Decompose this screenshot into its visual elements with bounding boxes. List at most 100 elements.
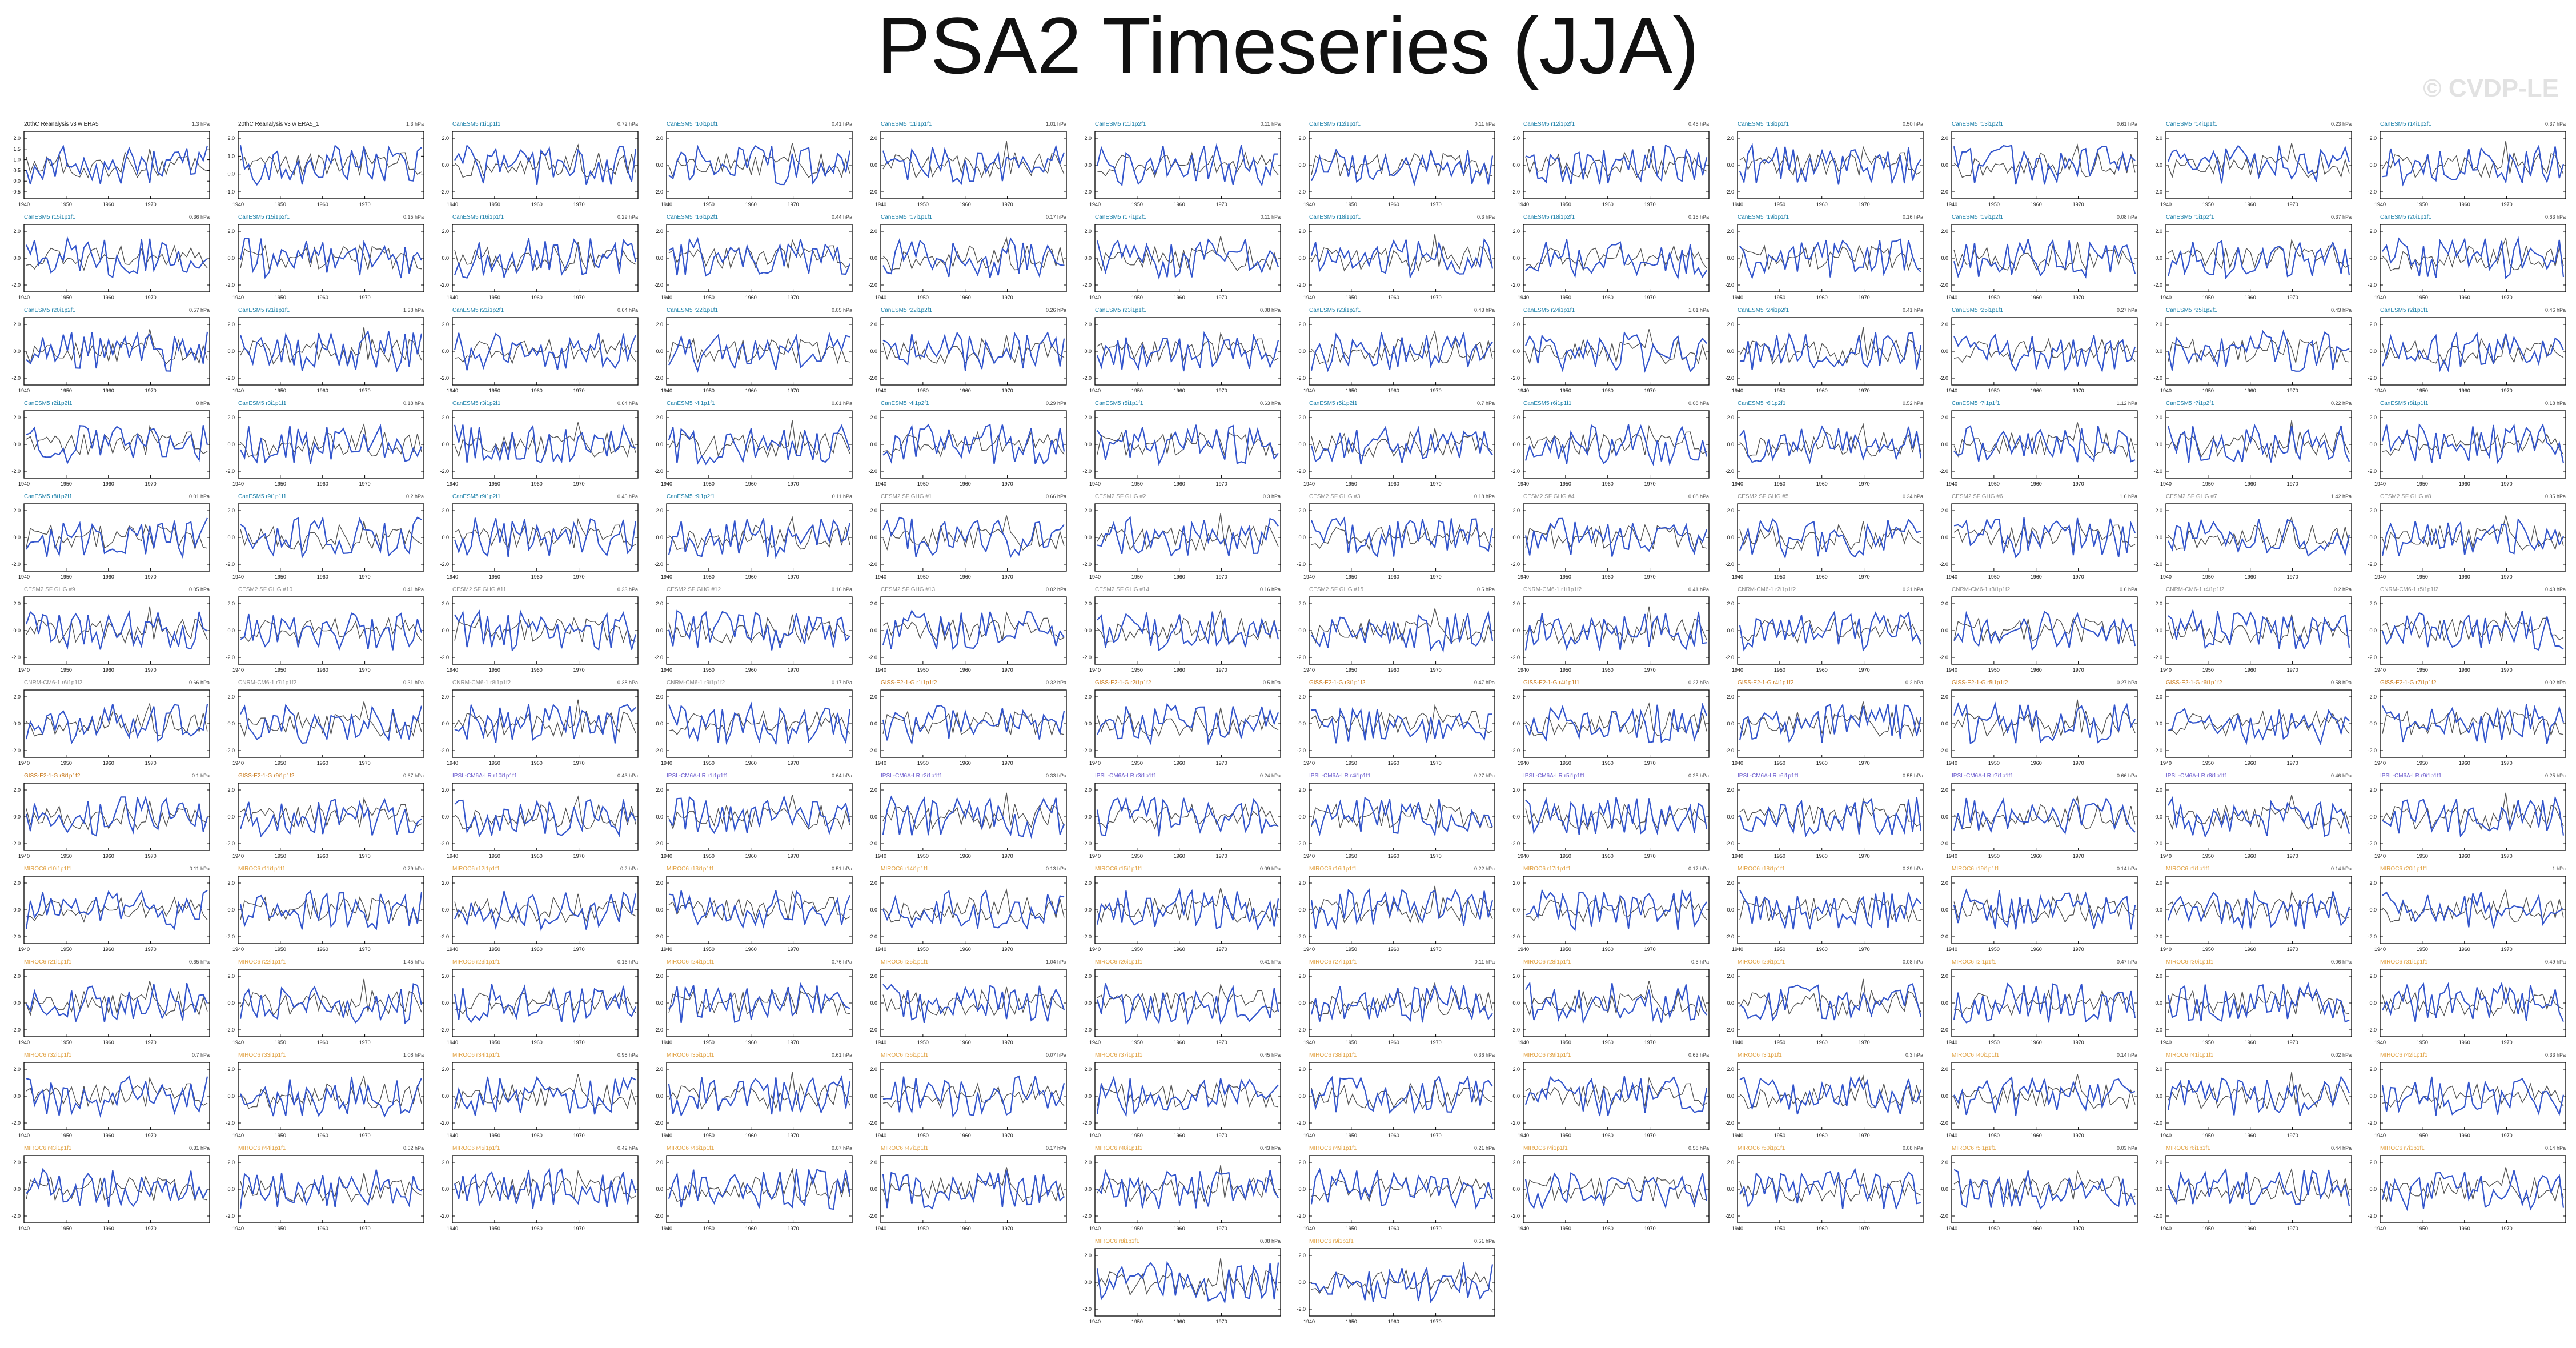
y-tick-label: 2.0 (442, 322, 449, 327)
y-tick-label: 0.0 (1298, 1186, 1306, 1192)
panel-frame (666, 689, 853, 758)
member-series-line (26, 982, 208, 1022)
x-tick-label: 1970 (2501, 481, 2513, 487)
panel-title: CanESM5 r23i1p2f1 (1309, 307, 1361, 314)
y-tick-label: -2.0 (440, 655, 449, 660)
panel-frame (2165, 969, 2352, 1037)
panel-stat: 0.01 hPa (189, 494, 210, 499)
member-series-line (2167, 1075, 2350, 1116)
y-tick-label: 0.0 (1512, 255, 1520, 261)
x-tick-label: 1940 (1303, 481, 1315, 487)
x-tick-label: 1970 (573, 295, 585, 300)
x-tick-label: 1970 (1859, 295, 1870, 300)
y-tick-label: -2.0 (654, 841, 663, 846)
y-tick-label: 0.0 (1298, 255, 1306, 261)
member-series-line (239, 1169, 422, 1209)
y-tick-label: 0.0 (1084, 535, 1092, 540)
y-tick-label: 2.0 (1298, 135, 1306, 141)
y-tick-label: 2.0 (1298, 880, 1306, 886)
x-tick-label: 1950 (1988, 667, 2000, 673)
x-tick-label: 1970 (1430, 295, 1442, 300)
y-tick-label: 2.0 (1941, 322, 1948, 327)
panel-frame (23, 1062, 210, 1130)
x-tick-label: 1970 (2073, 1226, 2084, 1231)
panel-stat: 0.72 hPa (617, 121, 638, 127)
x-tick-label: 1970 (573, 1226, 585, 1231)
panel-stat: 1.01 hPa (1688, 307, 1709, 313)
x-tick-label: 1960 (1602, 1133, 1614, 1138)
x-tick-label: 1940 (2374, 388, 2386, 394)
y-tick-label: -2.0 (2368, 841, 2377, 846)
y-tick-label: 0.0 (2155, 535, 2162, 540)
panel: IPSL-CM6A-LR r6i1p1f1 0.55 hPa2.00.0-2.01… (1725, 773, 1924, 859)
y-tick-label: 0.0 (2369, 907, 2377, 913)
panel-frame (1523, 503, 1710, 572)
y-tick-label: 0.0 (1727, 162, 1734, 168)
x-tick-label: 1950 (1131, 760, 1143, 766)
x-tick-label: 1970 (788, 1040, 799, 1045)
y-tick-label: 2.0 (13, 322, 21, 327)
x-tick-label: 1950 (2417, 295, 2428, 300)
x-tick-label: 1960 (2031, 667, 2042, 673)
panel-stat: 0.29 hPa (617, 214, 638, 220)
y-tick-label: -2.0 (1725, 561, 1734, 567)
panel-stat: 0.32 hPa (1046, 680, 1066, 685)
panel-title: CanESM5 r18i1p2f1 (1523, 214, 1575, 220)
y-tick-label: 2.0 (1512, 973, 1520, 979)
member-series-line (1097, 1169, 1279, 1209)
y-tick-label: -2.0 (2368, 748, 2377, 753)
y-tick-label: 0.0 (1084, 907, 1092, 913)
member-series-line (668, 518, 851, 559)
y-tick-label: -2.0 (1725, 375, 1734, 381)
member-series-line (2167, 329, 2350, 372)
panel-title: CanESM5 r8i1p2f1 (24, 494, 73, 500)
y-tick-label: 0.0 (1298, 1000, 1306, 1006)
x-tick-label: 1940 (1303, 1040, 1315, 1045)
y-tick-label: 0.0 (2155, 628, 2162, 633)
panel-title: IPSL-CM6A-LR r8i1p1f1 (2166, 773, 2228, 779)
x-tick-label: 1950 (1560, 574, 1571, 580)
y-tick-label: 0.0 (1727, 628, 1734, 633)
y-tick-label: 2.0 (1941, 415, 1948, 420)
x-tick-label: 1960 (1174, 202, 1185, 207)
panel-stat: 0.03 hPa (2117, 1145, 2137, 1151)
y-tick-label: -2.0 (868, 841, 877, 846)
y-tick-label: 0.0 (1941, 535, 1948, 540)
x-tick-label: 1970 (788, 1133, 799, 1138)
reference-series-line (1953, 989, 2136, 1016)
panel-stat: 1.38 hPa (403, 307, 424, 313)
reference-series-line (1311, 1176, 1493, 1202)
x-tick-label: 1950 (703, 388, 715, 394)
y-tick-label: -2.0 (1939, 468, 1948, 474)
member-series-line (1739, 143, 1921, 185)
x-tick-label: 1960 (1174, 388, 1185, 394)
panel-title: CanESM5 r21i1p1f1 (238, 307, 290, 314)
y-tick-label: 2.0 (2369, 1066, 2377, 1072)
panel-stat: 0.09 hPa (1260, 866, 1281, 872)
y-tick-label: 0.0 (1727, 1000, 1734, 1006)
x-tick-label: 1970 (1859, 667, 1870, 673)
y-tick-label: 0.0 (442, 255, 449, 261)
panel-stat: 1.3 hPa (406, 121, 424, 127)
x-tick-label: 1970 (359, 946, 371, 952)
x-tick-label: 1970 (2073, 1040, 2084, 1045)
panel-stat: 0.46 hPa (2331, 773, 2352, 779)
x-tick-label: 1960 (2245, 853, 2256, 859)
x-tick-label: 1950 (703, 295, 715, 300)
x-tick-label: 1960 (1602, 295, 1614, 300)
reference-series-line (1097, 1258, 1279, 1296)
y-tick-label: 2.0 (13, 228, 21, 234)
panel-stat: 0.25 hPa (1688, 773, 1709, 779)
y-tick-label: 2.0 (1941, 787, 1948, 793)
x-tick-label: 1940 (1732, 1133, 1743, 1138)
member-series-line (1739, 331, 1922, 370)
member-series-line (1311, 796, 1494, 837)
y-tick-label: 2.0 (2369, 694, 2377, 700)
